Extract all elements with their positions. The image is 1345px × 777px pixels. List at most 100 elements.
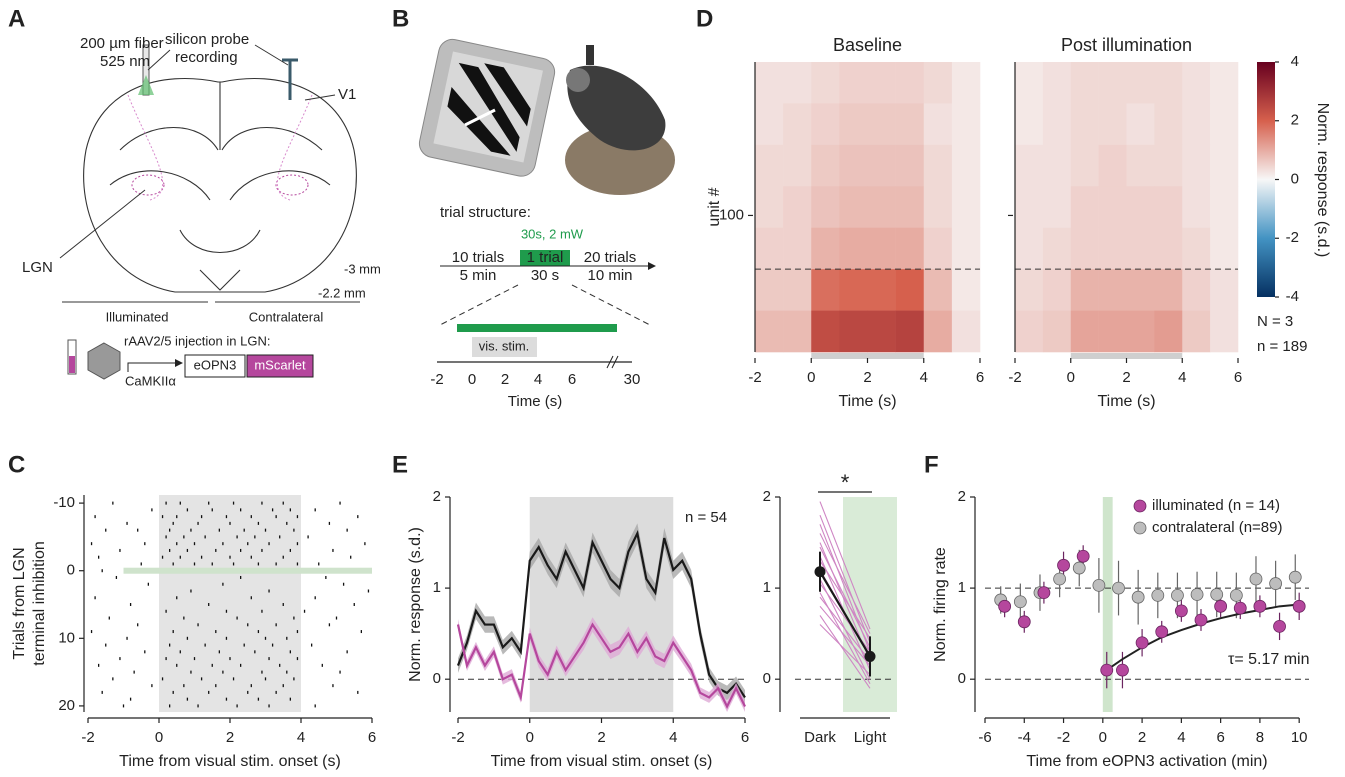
point	[1174, 604, 1188, 618]
heatmap-cell	[1015, 269, 1044, 311]
x-tick-label: 0	[526, 729, 534, 746]
heatmap-cell	[867, 227, 896, 270]
point	[1253, 599, 1267, 613]
heatmap-cell	[895, 227, 925, 270]
x-tick-label: -4	[1018, 729, 1031, 746]
y-tick-label: 0	[67, 562, 75, 579]
y-tick-label: 0	[958, 670, 966, 687]
heatmap-cell	[951, 62, 981, 104]
y-tick-label: 20	[58, 697, 75, 714]
heatmap-cell	[895, 269, 925, 311]
heatmap-cell	[783, 144, 812, 187]
heatmap-cell	[1182, 269, 1211, 311]
x-tick-label: 0	[155, 729, 163, 746]
heatmap-cell	[1042, 227, 1072, 270]
brain-diagram	[59, 44, 360, 380]
x-tick-label: 2	[863, 369, 871, 386]
heatmap-cell	[1154, 103, 1183, 146]
pair-line	[819, 501, 871, 630]
pair-line	[819, 560, 871, 639]
heatmap-cell	[755, 103, 784, 146]
y-tick-label: 2	[958, 488, 966, 505]
panel-label: E	[392, 451, 408, 478]
heatmap-cell	[811, 144, 840, 187]
heatmap-cell	[1154, 269, 1183, 311]
legend-label: contralateral (n=89)	[1152, 519, 1283, 536]
heatmap-cell	[895, 310, 925, 353]
heatmap-cell	[1210, 186, 1239, 229]
heatmap-cell	[1182, 103, 1211, 146]
panel-label: F	[924, 451, 939, 478]
heatmap-cell	[811, 310, 840, 353]
label: 10 min	[587, 267, 632, 284]
label: 200 µm fiber	[80, 35, 164, 52]
point	[998, 599, 1012, 613]
x-axis-label: Time from visual stim. onset (s)	[491, 753, 713, 770]
x-tick-label: -2	[1057, 729, 1070, 746]
shaded-span	[1070, 353, 1183, 359]
label: eOPN3	[194, 357, 237, 372]
label: trial structure:	[440, 204, 531, 221]
heatmap-cell	[755, 144, 784, 187]
label: 30s, 2 mW	[521, 226, 584, 241]
shaded-span	[529, 497, 674, 712]
heatmap-cell	[1098, 144, 1127, 187]
heatmap-cell	[1098, 103, 1127, 146]
y-tick-label: 2	[763, 488, 771, 505]
heatmap-cell	[839, 269, 868, 311]
colorbar	[1257, 62, 1275, 297]
heatmap-cell	[1042, 310, 1072, 353]
point	[1233, 601, 1247, 615]
heatmap-cell	[1015, 227, 1044, 270]
label: 5 min	[460, 267, 497, 284]
heatmap-cell	[1070, 103, 1099, 146]
x-tick-label: 0	[1067, 369, 1075, 386]
label: -3 mm	[344, 261, 381, 276]
setup-diagram	[418, 38, 675, 195]
heatmap-cell	[839, 103, 868, 146]
pair-line	[819, 533, 871, 634]
heatmap-cell	[1126, 269, 1155, 311]
heatmap-cell	[1042, 103, 1072, 146]
x-tick-label: 6	[976, 369, 984, 386]
point	[1100, 663, 1114, 677]
heatmap-cell	[1126, 103, 1155, 146]
heatmap-cell	[811, 62, 840, 104]
label: recording	[175, 49, 238, 66]
heatmap-cell	[783, 186, 812, 229]
heatmap-cell	[839, 227, 868, 270]
point	[1053, 572, 1067, 586]
label: 20 trials	[584, 249, 637, 266]
point	[1013, 595, 1027, 609]
heatmap-cell	[951, 144, 981, 187]
x-tick-label: 0	[807, 369, 815, 386]
panel-label: C	[8, 451, 25, 478]
label: 1 trial	[527, 249, 564, 266]
tick-label: 0	[468, 371, 476, 388]
pair-line	[819, 615, 871, 689]
heatmap-cell	[755, 186, 784, 229]
label: LGN	[22, 259, 53, 276]
heatmap-cell	[839, 186, 868, 229]
x-tick-label: 8	[1256, 729, 1264, 746]
label: 30 s	[531, 267, 559, 284]
heatmap-cell	[867, 144, 896, 187]
heatmap-cell	[1154, 62, 1183, 104]
legend-marker	[1133, 499, 1147, 513]
heatmap-cell	[1098, 227, 1127, 270]
line	[456, 530, 746, 699]
point	[1210, 588, 1224, 601]
heatmap-cell	[923, 310, 953, 353]
heatmap-cell	[1015, 62, 1044, 104]
inhibition-trial	[123, 567, 372, 574]
heatmap-cell	[923, 62, 953, 104]
heatmap-cell	[1042, 269, 1072, 311]
tick-label: 4	[534, 371, 542, 388]
label: CaMKIIα	[125, 373, 176, 388]
colorbar-label: Norm. response (s.d.)	[1314, 103, 1331, 258]
point	[1214, 599, 1228, 613]
heatmap-cell	[1210, 269, 1239, 311]
heatmap-cell	[1210, 227, 1239, 270]
heatmap-cell	[839, 310, 868, 353]
y-tick-label: 0	[433, 670, 441, 687]
